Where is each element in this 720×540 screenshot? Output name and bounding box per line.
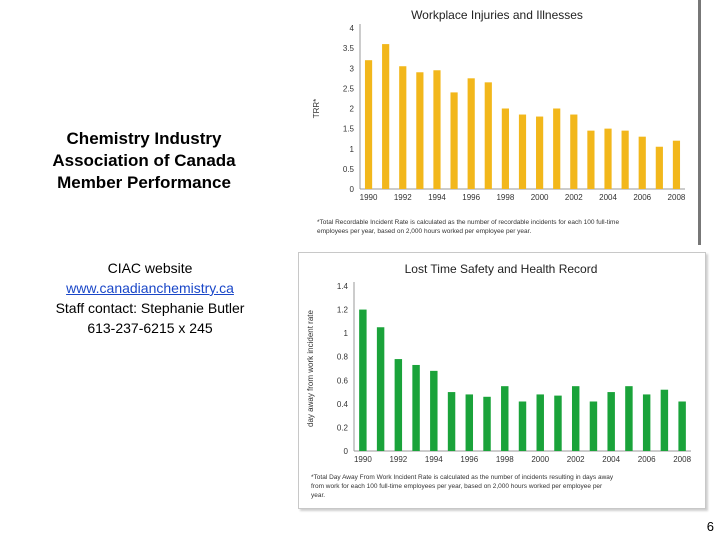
x-tick-label: 1996	[460, 455, 478, 464]
bar-2008	[672, 140, 681, 189]
bar-2000	[536, 116, 544, 189]
bar-2000	[536, 394, 544, 451]
chart-title: Workplace Injuries and Illnesses	[411, 8, 583, 22]
lost-time-chart: Lost Time Safety and Health Record 0 0.2 0.…	[306, 262, 692, 499]
y-tick-label: 3.5	[343, 44, 355, 53]
bar-2007	[660, 389, 669, 451]
bar-1992	[394, 359, 403, 451]
bar-2004	[607, 392, 615, 451]
y-tick-label: 1	[350, 145, 355, 154]
x-tick-label: 2004	[602, 455, 620, 464]
x-tick-label: 2000	[531, 455, 549, 464]
bar-1997	[484, 82, 492, 189]
bar-1998	[501, 386, 509, 451]
slide-title-line: Chemistry Industry	[66, 129, 222, 148]
bar-2003	[587, 130, 595, 189]
bar-1990	[364, 60, 373, 190]
x-tick-label: 1998	[496, 455, 514, 464]
bar-1990	[359, 309, 367, 451]
contact-label: CIAC website	[107, 260, 193, 276]
x-tick-label: 2006	[633, 193, 651, 202]
x-tick-label: 1994	[425, 455, 443, 464]
chart-footnote: employees per year, based on 2,000 hours…	[317, 228, 531, 235]
y-tick-label: 3	[350, 64, 355, 73]
bar-1999	[518, 114, 527, 189]
slide-title-line: Member Performance	[57, 173, 231, 192]
bar-2005	[621, 130, 629, 189]
x-tick-label: 1998	[496, 193, 514, 202]
bar-1999	[518, 401, 527, 451]
y-tick-label: 0	[344, 447, 349, 456]
y-tick-label: 0.4	[337, 400, 349, 409]
bar-1998	[501, 108, 509, 189]
bar-1993	[416, 72, 424, 189]
bar-2002	[571, 386, 580, 451]
y-tick-label: 1.2	[337, 306, 349, 315]
x-tick-label: 1990	[354, 455, 372, 464]
chart-footnote: from work for each 100 full-time employe…	[311, 483, 603, 490]
bar-2004	[604, 128, 612, 189]
bar-2005	[625, 386, 633, 451]
injuries-chart: Workplace Injuries and Illnesses 0 0.5 1 1.5…	[312, 8, 686, 235]
bar-1991	[382, 44, 390, 189]
bar-1994	[433, 70, 441, 189]
y-axis-label: TRR*	[312, 99, 321, 119]
chart-footnote: year.	[311, 492, 325, 499]
bar-2001	[553, 108, 561, 189]
x-tick-label: 2002	[567, 455, 585, 464]
x-tick-label: 1992	[389, 455, 407, 464]
phone-number: 613-237-6215 x 245	[87, 320, 213, 336]
y-tick-label: 2	[350, 105, 355, 114]
x-tick-label: 2000	[531, 193, 549, 202]
y-tick-label: 1.4	[337, 282, 349, 291]
staff-contact: Staff contact: Stephanie Butler	[55, 300, 245, 316]
y-tick-label: 1.5	[343, 125, 355, 134]
x-tick-label: 2006	[638, 455, 656, 464]
x-tick-label: 1994	[428, 193, 446, 202]
bar-1996	[465, 394, 474, 451]
chart-footnote: *Total Recordable Incident Rate is calcu…	[317, 219, 619, 226]
page-number: 6	[706, 519, 714, 534]
x-tick-label: 1990	[360, 193, 378, 202]
injuries-chart-panel: Workplace Injuries and Illnesses 0 0.5 1 1.5…	[305, 0, 701, 245]
bar-2008	[678, 401, 686, 451]
bar-1995	[447, 392, 456, 451]
website-link[interactable]: www.canadianchemistry.ca	[66, 280, 234, 296]
y-tick-label: 0.6	[337, 376, 349, 385]
bar-1992	[399, 66, 407, 189]
x-tick-label: 2008	[673, 455, 691, 464]
x-tick-label: 1992	[394, 193, 412, 202]
bar-2006	[642, 394, 651, 451]
x-tick-label: 1996	[462, 193, 480, 202]
y-tick-label: 0	[350, 185, 355, 194]
x-tick-label: 2002	[565, 193, 583, 202]
chart-title: Lost Time Safety and Health Record	[405, 262, 598, 276]
chart-footnote: *Total Day Away From Work Incident Rate …	[311, 474, 614, 481]
bar-1996	[467, 78, 475, 189]
bar-2007	[655, 146, 663, 189]
contact-block: CIAC website www.canadianchemistry.ca St…	[30, 258, 270, 338]
y-axis-label: day away from work incident rate	[306, 309, 315, 426]
bar-2003	[589, 401, 598, 451]
y-tick-label: 0.2	[337, 423, 349, 432]
lost-time-chart-panel: Lost Time Safety and Health Record 0 0.2 0.…	[298, 252, 706, 509]
slide-title-line: Association of Canada	[52, 151, 236, 170]
bar-1994	[430, 370, 438, 451]
bar-1995	[450, 92, 458, 189]
y-tick-label: 0.5	[343, 165, 355, 174]
y-tick-label: 2.5	[343, 84, 355, 93]
x-tick-label: 2004	[599, 193, 617, 202]
x-tick-label: 2008	[668, 193, 686, 202]
bar-2002	[570, 114, 578, 189]
bar-1991	[376, 327, 385, 451]
bar-2001	[554, 395, 562, 451]
slide-title: Chemistry Industry Association of Canada…	[30, 128, 258, 194]
y-tick-label: 0.8	[337, 353, 349, 362]
bar-1993	[412, 364, 420, 451]
y-tick-label: 4	[350, 24, 355, 33]
bar-2006	[638, 136, 646, 189]
bar-1997	[483, 396, 491, 451]
y-tick-label: 1	[344, 329, 349, 338]
